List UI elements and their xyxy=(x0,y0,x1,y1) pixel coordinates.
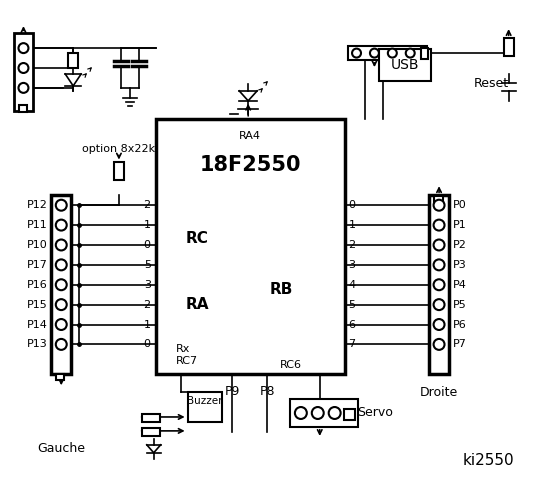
Text: 3: 3 xyxy=(144,280,151,290)
Bar xyxy=(348,46,427,60)
Circle shape xyxy=(434,220,445,230)
Bar xyxy=(429,195,449,374)
Text: Droite: Droite xyxy=(420,385,458,398)
Circle shape xyxy=(370,48,379,58)
Bar xyxy=(56,374,64,380)
Text: P12: P12 xyxy=(27,200,48,210)
Text: 5: 5 xyxy=(348,300,356,310)
Circle shape xyxy=(56,279,67,290)
Bar xyxy=(142,414,160,422)
Text: 1: 1 xyxy=(144,220,151,230)
Text: 0: 0 xyxy=(144,339,151,349)
Text: Rx: Rx xyxy=(176,344,190,354)
Text: 2: 2 xyxy=(348,240,356,250)
Text: RA: RA xyxy=(185,297,209,312)
Text: P13: P13 xyxy=(27,339,48,349)
Bar xyxy=(156,119,345,374)
Text: P4: P4 xyxy=(453,280,467,290)
Text: ki2550: ki2550 xyxy=(463,453,515,468)
Text: Servo: Servo xyxy=(357,407,393,420)
Circle shape xyxy=(56,259,67,270)
Circle shape xyxy=(56,339,67,350)
Text: P8: P8 xyxy=(259,384,275,397)
Text: RC6: RC6 xyxy=(280,360,302,370)
Text: 1: 1 xyxy=(144,320,151,329)
Circle shape xyxy=(18,43,28,53)
Text: RA4: RA4 xyxy=(239,131,261,141)
Text: 7: 7 xyxy=(348,339,356,349)
Circle shape xyxy=(434,299,445,310)
Circle shape xyxy=(434,259,445,270)
Text: P3: P3 xyxy=(453,260,467,270)
Bar xyxy=(51,195,71,374)
Circle shape xyxy=(406,48,415,58)
Circle shape xyxy=(434,339,445,350)
Text: 0: 0 xyxy=(348,200,356,210)
Bar xyxy=(434,196,443,204)
Bar xyxy=(68,53,78,68)
Circle shape xyxy=(388,48,397,58)
Circle shape xyxy=(56,240,67,251)
Text: Gauche: Gauche xyxy=(37,442,85,456)
Bar xyxy=(13,33,33,111)
Text: P7: P7 xyxy=(453,339,467,349)
Circle shape xyxy=(352,48,361,58)
Text: RC7: RC7 xyxy=(176,356,198,366)
Circle shape xyxy=(434,319,445,330)
Text: P0: P0 xyxy=(453,200,467,210)
Circle shape xyxy=(434,279,445,290)
Text: P14: P14 xyxy=(27,320,48,329)
Circle shape xyxy=(56,220,67,230)
Circle shape xyxy=(328,407,341,419)
Bar xyxy=(343,409,354,420)
Text: P11: P11 xyxy=(27,220,48,230)
Text: 2: 2 xyxy=(144,300,151,310)
Text: 2: 2 xyxy=(144,200,151,210)
Bar xyxy=(421,48,428,59)
Text: P10: P10 xyxy=(27,240,48,250)
Text: 18F2550: 18F2550 xyxy=(200,156,301,175)
Bar xyxy=(187,392,222,422)
Bar xyxy=(379,49,431,81)
Text: Reset: Reset xyxy=(474,77,509,90)
Bar xyxy=(114,162,124,180)
Text: P5: P5 xyxy=(453,300,467,310)
Text: 6: 6 xyxy=(348,320,356,329)
Text: 3: 3 xyxy=(348,260,356,270)
Text: 5: 5 xyxy=(144,260,151,270)
Circle shape xyxy=(56,299,67,310)
Text: P9: P9 xyxy=(225,384,240,397)
Text: P16: P16 xyxy=(27,280,48,290)
Circle shape xyxy=(434,240,445,251)
Text: USB: USB xyxy=(391,58,420,72)
Text: option 8x22k: option 8x22k xyxy=(82,144,155,154)
Text: RC: RC xyxy=(185,230,208,245)
Circle shape xyxy=(312,407,324,419)
Text: 1: 1 xyxy=(348,220,356,230)
Circle shape xyxy=(295,407,307,419)
Text: 0: 0 xyxy=(144,240,151,250)
Circle shape xyxy=(18,63,28,73)
Text: 4: 4 xyxy=(348,280,356,290)
Text: P6: P6 xyxy=(453,320,467,329)
Text: P2: P2 xyxy=(453,240,467,250)
Bar xyxy=(290,399,358,427)
Circle shape xyxy=(56,200,67,211)
Bar xyxy=(18,105,28,112)
Bar xyxy=(504,38,514,56)
Circle shape xyxy=(56,319,67,330)
Circle shape xyxy=(18,83,28,93)
Text: P15: P15 xyxy=(27,300,48,310)
Text: Buzzer: Buzzer xyxy=(187,396,223,406)
Text: RB: RB xyxy=(270,282,294,297)
Circle shape xyxy=(434,200,445,211)
Text: P1: P1 xyxy=(453,220,467,230)
Text: P17: P17 xyxy=(27,260,48,270)
Bar xyxy=(142,428,160,436)
